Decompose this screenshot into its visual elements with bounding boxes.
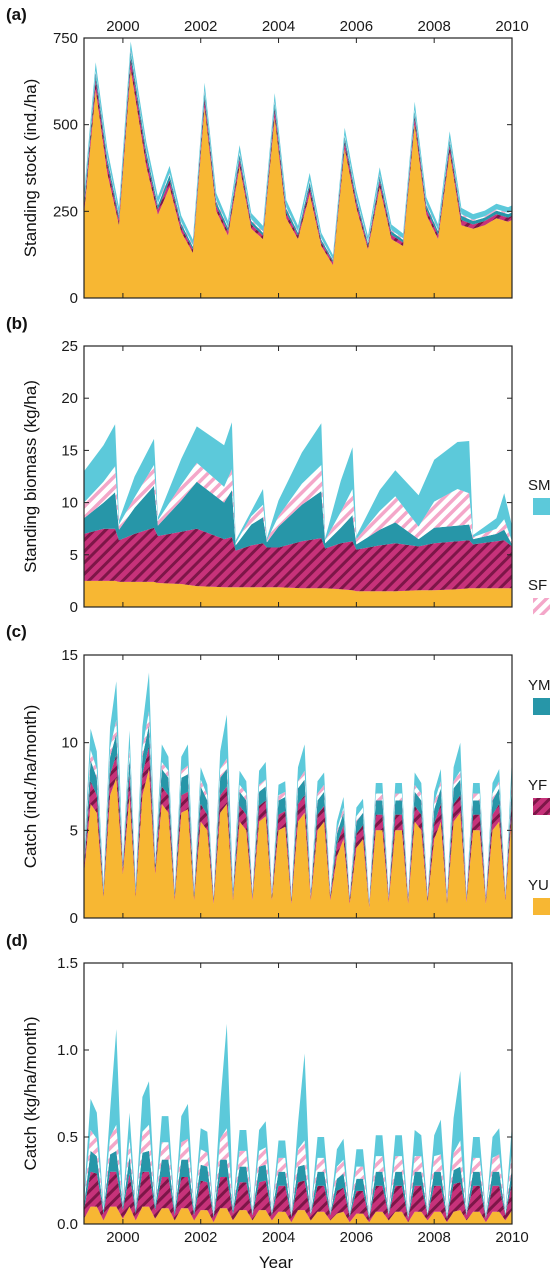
y-tick-label: 15	[61, 442, 78, 459]
area-YF	[84, 1171, 512, 1223]
plot-frame	[83, 962, 513, 1225]
x-tick-label: 2010	[495, 18, 528, 35]
panel-label: (b)	[6, 314, 28, 333]
x-tick-label: 2002	[184, 1229, 217, 1246]
legend-label: SF	[528, 577, 547, 594]
legend-item-YM: YM	[528, 677, 551, 715]
legend-swatch	[533, 598, 550, 615]
panel-label: (c)	[6, 622, 27, 641]
y-tick-label: 0.5	[57, 1129, 78, 1146]
legend-item-YF: YF	[528, 777, 550, 815]
legend: SM SF YM YF YU	[528, 477, 551, 915]
area-SM	[84, 422, 512, 544]
panel-label: (d)	[6, 931, 28, 950]
plot-frame	[83, 345, 513, 608]
y-tick-label: 15	[61, 647, 78, 664]
area-SM	[84, 672, 512, 903]
legend-item-SM: SM	[528, 477, 551, 515]
x-tick-label: 2006	[340, 18, 373, 35]
panel-b: 0 5 10 15 20 25 (b) Standing biomass (kg/ha)	[6, 314, 513, 616]
area-YU	[84, 69, 512, 298]
x-tick-label: 2000	[106, 1229, 139, 1246]
legend-item-YU: YU	[528, 877, 550, 915]
y-tick-label: 1.0	[57, 1042, 78, 1059]
x-tick-label: 2004	[262, 1229, 295, 1246]
y-tick-label: 750	[53, 30, 78, 47]
y-tick-label: 0	[70, 910, 78, 927]
x-tick-label: 2004	[262, 18, 295, 35]
series-areas	[84, 672, 512, 918]
x-tick-label: 2010	[495, 1229, 528, 1246]
area-SM	[84, 1023, 512, 1216]
area-SF	[84, 462, 512, 546]
plot-frame	[83, 654, 513, 919]
panel-a: 0 250 500 750 2000 2002 2004 2006 2008 2010 (a) Sta…	[6, 5, 529, 307]
x-axis-label: Year	[259, 1253, 294, 1272]
legend-swatch	[533, 798, 550, 815]
plot-frame	[83, 37, 513, 299]
x-tick-label: 2000	[106, 18, 139, 35]
series-areas	[84, 422, 512, 607]
y-tick-label: 0	[70, 599, 78, 616]
y-tick-label: 1.5	[57, 955, 78, 972]
y-axis-label: Catch (kg/ha/month)	[21, 1016, 40, 1170]
panel-d: 0.0 0.5 1.0 1.5 2000 2002 2004 2006 2008 2010 (d) C…	[6, 931, 529, 1246]
y-axis-label: Catch (ind./ha/month)	[21, 705, 40, 868]
y-tick-label: 5	[70, 547, 78, 564]
legend-swatch	[533, 698, 550, 715]
area-YU	[84, 1206, 512, 1224]
x-tick-label: 2008	[417, 1229, 450, 1246]
y-tick-label: 250	[53, 203, 78, 220]
y-axis-label: Standing biomass (kg/ha)	[21, 380, 40, 573]
legend-label: YF	[528, 777, 547, 794]
panel-label: (a)	[6, 5, 27, 24]
x-tick-label: 2002	[184, 18, 217, 35]
legend-label: YU	[528, 877, 549, 894]
area-YU	[84, 580, 512, 607]
area-YF	[84, 746, 512, 908]
y-tick-label: 20	[61, 390, 78, 407]
legend-label: YM	[528, 677, 551, 694]
legend-item-SF: SF	[528, 577, 550, 615]
y-tick-label: 0	[70, 290, 78, 307]
series-areas	[84, 41, 512, 298]
y-tick-label: 10	[61, 495, 78, 512]
x-tick-label: 2006	[340, 1229, 373, 1246]
y-tick-label: 5	[70, 822, 78, 839]
legend-swatch	[533, 498, 550, 515]
y-axis-label: Standing stock (ind./ha)	[21, 79, 40, 258]
y-tick-label: 0.0	[57, 1216, 78, 1233]
area-YM	[84, 1150, 512, 1219]
legend-label: SM	[528, 477, 551, 494]
y-tick-label: 10	[61, 735, 78, 752]
area-YU	[84, 769, 512, 918]
legend-swatch	[533, 898, 550, 915]
y-tick-label: 25	[61, 338, 78, 355]
series-areas	[84, 1023, 512, 1224]
panel-c: 0 5 10 15 (c) Catch (ind./ha/month)	[6, 622, 513, 927]
x-tick-label: 2008	[417, 18, 450, 35]
area-SF	[84, 1124, 512, 1217]
y-tick-label: 500	[53, 117, 78, 134]
area-YM	[84, 481, 512, 551]
area-YF	[84, 527, 512, 592]
